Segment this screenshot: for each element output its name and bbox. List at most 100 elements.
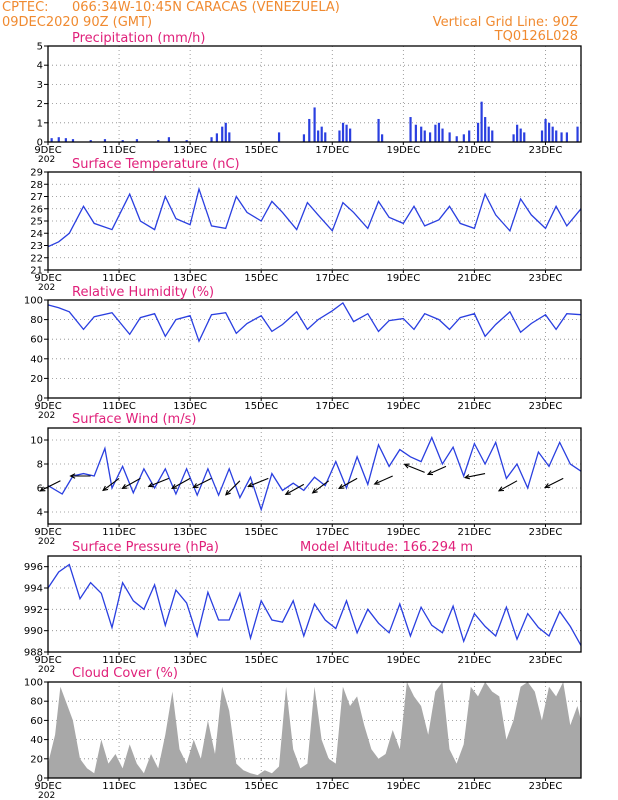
precip-bar xyxy=(487,126,490,142)
precip-bar xyxy=(341,122,345,142)
wind-arrow-head xyxy=(426,470,434,476)
x-tick-label: 21DEC xyxy=(458,273,492,284)
x-tick-label: 9DEC xyxy=(34,273,61,284)
y-tick-label: 1 xyxy=(37,118,43,129)
precip-bar xyxy=(167,137,171,142)
x-tick-label: 17DEC xyxy=(315,401,349,412)
precip-bar xyxy=(434,124,437,142)
wind-arrow xyxy=(285,483,305,495)
wind-arrow xyxy=(427,465,447,475)
x-tick-label: 13DEC xyxy=(173,145,207,156)
x-tick-label: 17DEC xyxy=(315,527,349,538)
x-tick-label: 9DEC xyxy=(34,527,61,538)
y-tick-label: 10 xyxy=(30,436,43,447)
plot-frame xyxy=(47,45,582,143)
y-tick-label: 5 xyxy=(37,42,43,53)
precip-bar xyxy=(441,128,444,142)
header-source: CPTEC: xyxy=(2,0,49,15)
x-tick-label: 13DEC xyxy=(173,527,207,538)
x-tick-label: 23DEC xyxy=(529,145,563,156)
x-tick-label: 21DEC xyxy=(458,145,492,156)
precip-bar xyxy=(565,132,568,142)
temperature-line xyxy=(47,186,582,248)
y-tick-label: 996 xyxy=(24,562,43,573)
wind-arrow xyxy=(148,477,170,487)
y-tick-label: 994 xyxy=(24,584,43,595)
wind-arrow-head xyxy=(373,479,380,485)
precip-bar xyxy=(540,130,544,142)
x-tick-label: 23DEC xyxy=(529,273,563,284)
precip-bar xyxy=(320,126,323,142)
header: CPTEC: 066:34W-10:45N CARACAS (VENEZUELA… xyxy=(2,0,578,44)
x-tick-label: 17DEC xyxy=(315,145,349,156)
y-tick-label: 20 xyxy=(30,374,43,385)
x-tick-label: 21DEC xyxy=(458,401,492,412)
x-tick-label: 9DEC xyxy=(34,401,61,412)
panel-pressure: Surface Pressure (hPa) Model Altitude: 1… xyxy=(24,540,582,675)
y-tick-label: 3 xyxy=(37,80,43,91)
precip-bar xyxy=(302,134,306,142)
title-precipitation: Precipitation (mm/h) xyxy=(72,31,205,46)
precip-bar xyxy=(491,130,494,142)
title-pressure: Surface Pressure (hPa) xyxy=(72,540,219,555)
precip-bar xyxy=(414,124,417,142)
x-tick-label: 19DEC xyxy=(386,401,420,412)
y-tick-label: 8 xyxy=(37,460,43,471)
y-tick-label: 25 xyxy=(30,217,43,228)
panel-humidity: Relative Humidity (%) 0 20 40 60 80 100 9DEC 11… xyxy=(24,285,582,421)
precip-bar xyxy=(349,128,352,142)
precip-bar xyxy=(57,137,60,142)
precip-bar xyxy=(221,126,224,142)
precip-bar xyxy=(308,118,311,142)
y-tick-label: 0 xyxy=(37,394,43,405)
wind-arrow-head xyxy=(102,485,109,492)
x-tick-label: 11DEC xyxy=(102,781,136,792)
precip-bar xyxy=(345,124,348,142)
precip-bar xyxy=(409,117,412,142)
precip-bar xyxy=(121,140,124,142)
precip-bar xyxy=(71,139,75,142)
x-tick-label: 9DEC xyxy=(34,145,61,156)
pressure-line xyxy=(47,563,582,646)
wind-arrow-head xyxy=(463,474,471,480)
plot-frame xyxy=(47,299,582,399)
x-tick-label: 17DEC xyxy=(315,781,349,792)
x-tick-label: 19DEC xyxy=(386,273,420,284)
wind-arrow-head xyxy=(121,483,128,490)
precip-bar xyxy=(423,130,426,142)
precip-bar xyxy=(484,117,487,142)
x-tick-label: 23DEC xyxy=(529,527,563,538)
wind-arrow-head xyxy=(544,483,551,488)
y-tick-label: 26 xyxy=(30,204,43,215)
y-tick-label: 100 xyxy=(24,296,43,307)
plot-frame xyxy=(47,427,582,525)
wind-arrow xyxy=(102,477,120,491)
wind-arrow xyxy=(40,480,61,492)
year-stub: 202 xyxy=(38,155,55,165)
y-tick-label: 24 xyxy=(30,229,43,240)
plot-frame xyxy=(47,681,582,779)
panel-cloud: Cloud Cover (%) 0 20 40 60 80 100 9DEC 11DEC 13D… xyxy=(24,666,582,800)
y-tick-label: 60 xyxy=(30,716,43,727)
precip-bar xyxy=(551,126,554,142)
x-tick-label: 11DEC xyxy=(102,145,136,156)
x-tick-label: 15DEC xyxy=(244,655,278,666)
x-tick-label: 23DEC xyxy=(529,655,563,666)
precip-bar xyxy=(420,126,423,142)
precip-bar xyxy=(476,122,480,142)
precip-bar xyxy=(523,132,526,142)
precip-bar xyxy=(548,122,551,142)
precip-bar xyxy=(468,130,471,142)
precip-bar xyxy=(462,134,465,142)
x-tick-label: 19DEC xyxy=(386,527,420,538)
wind-arrow-head xyxy=(69,473,76,479)
wind-arrow xyxy=(248,477,269,487)
precip-bar xyxy=(512,134,515,142)
wind-arrow xyxy=(544,477,564,488)
x-tick-label: 13DEC xyxy=(173,401,207,412)
header-code: TQ0126L028 xyxy=(494,29,578,44)
y-tick-label: 100 xyxy=(24,678,43,689)
precip-bar xyxy=(455,136,458,142)
year-stub: 202 xyxy=(38,411,55,421)
x-tick-label: 21DEC xyxy=(458,781,492,792)
